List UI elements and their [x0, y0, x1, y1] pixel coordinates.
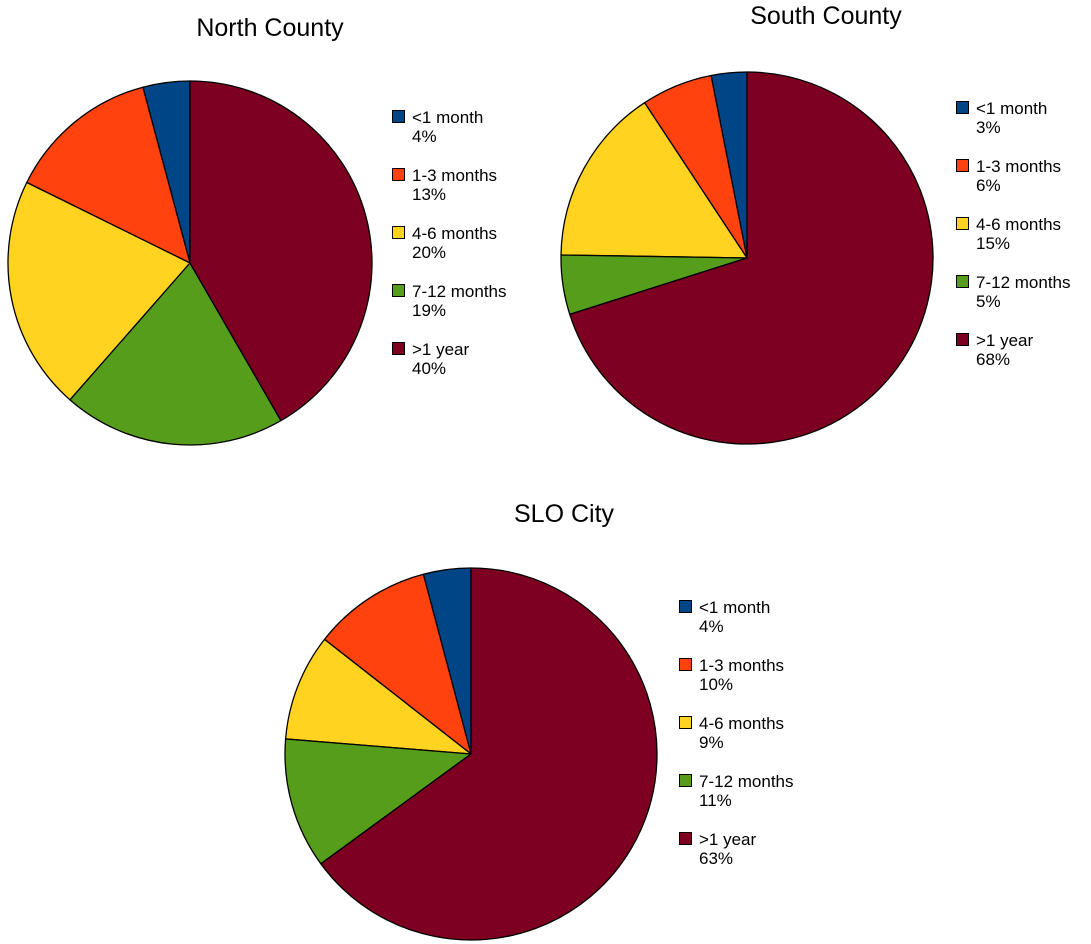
pie-north-county — [7, 80, 373, 446]
legend-swatch — [679, 832, 692, 845]
legend-value: 5% — [976, 292, 1001, 311]
legend-item: <1 month 4% — [392, 108, 507, 146]
legend-north-county: <1 month 4% 1-3 months 13% 4-6 months 20% 7… — [392, 108, 507, 398]
legend-swatch — [392, 226, 405, 239]
pie-slice-2 — [560, 102, 748, 259]
legend-item: >1 year 63% — [679, 830, 794, 868]
legend-value: 3% — [976, 118, 1001, 137]
legend-label: >1 year — [976, 331, 1034, 350]
legend-item: >1 year 40% — [392, 340, 507, 378]
legend-swatch — [956, 333, 969, 346]
legend-item: 7-12 months 19% — [392, 282, 507, 320]
legend-swatch — [392, 110, 405, 123]
legend-swatch — [679, 774, 692, 787]
legend-label: 7-12 months — [976, 273, 1071, 292]
legend-value: 13% — [412, 185, 447, 204]
pie-slo-city — [284, 567, 658, 941]
pie-slice-2 — [284, 638, 472, 755]
legend-value: 4% — [699, 617, 724, 636]
legend-swatch — [679, 716, 692, 729]
legend-label: >1 year — [699, 830, 757, 849]
legend-swatch — [956, 275, 969, 288]
legend-label: <1 month — [699, 598, 771, 617]
pie-south-county — [560, 71, 934, 445]
pie-slice-4 — [189, 80, 373, 422]
legend-swatch — [392, 284, 405, 297]
legend-value: 63% — [699, 849, 734, 868]
legend-value: 68% — [976, 350, 1011, 369]
pie-slice-4 — [569, 71, 934, 445]
legend-item: <1 month 4% — [679, 598, 794, 636]
legend-swatch — [679, 600, 692, 613]
legend-value: 11% — [699, 791, 732, 810]
chart-title: North County — [196, 14, 344, 42]
pie-slice-1 — [323, 573, 472, 755]
legend-item: 4-6 months 20% — [392, 224, 507, 262]
legend-value: 4% — [412, 127, 437, 146]
legend-south-county: <1 month 3% 1-3 months 6% 4-6 months 15% 7-… — [956, 99, 1071, 389]
legend-swatch — [956, 217, 969, 230]
legend-value: 15% — [976, 234, 1011, 253]
legend-value: 10% — [699, 675, 734, 694]
legend-value: 20% — [412, 243, 447, 262]
legend-slo-city: <1 month 4% 1-3 months 10% 4-6 months 9% 7-… — [679, 598, 794, 888]
legend-swatch — [392, 342, 405, 355]
legend-item: 4-6 months 15% — [956, 215, 1071, 253]
legend-swatch — [956, 159, 969, 172]
legend-value: 6% — [976, 176, 1001, 195]
chart-title: SLO City — [513, 500, 615, 528]
legend-swatch — [392, 168, 405, 181]
legend-swatch — [956, 101, 969, 114]
pie-slice-1 — [26, 86, 191, 264]
legend-label: 7-12 months — [699, 772, 794, 791]
legend-value: 40% — [412, 359, 447, 378]
legend-label: 4-6 months — [976, 215, 1062, 234]
legend-label: <1 month — [976, 99, 1048, 118]
legend-item: >1 year 68% — [956, 331, 1071, 369]
legend-item: 1-3 months 6% — [956, 157, 1071, 195]
legend-value: 9% — [699, 733, 724, 752]
pie-slice-3 — [284, 738, 472, 865]
pie-slice-4 — [320, 567, 658, 941]
legend-label: 1-3 months — [976, 157, 1062, 176]
legend-label: 4-6 months — [412, 224, 498, 243]
legend-label: 1-3 months — [412, 166, 498, 185]
legend-item: 4-6 months 9% — [679, 714, 794, 752]
legend-label: 1-3 months — [699, 656, 785, 675]
legend-item: 7-12 months 11% — [679, 772, 794, 810]
legend-label: >1 year — [412, 340, 470, 359]
chart-title: South County — [750, 2, 902, 30]
legend-item: <1 month 3% — [956, 99, 1071, 137]
legend-item: 1-3 months 10% — [679, 656, 794, 694]
legend-label: 7-12 months — [412, 282, 507, 301]
legend-label: <1 month — [412, 108, 484, 127]
legend-item: 1-3 months 13% — [392, 166, 507, 204]
legend-item: 7-12 months 5% — [956, 273, 1071, 311]
legend-value: 19% — [412, 301, 447, 320]
pie-slice-2 — [7, 181, 191, 401]
legend-swatch — [679, 658, 692, 671]
legend-label: 4-6 months — [699, 714, 785, 733]
pie-slice-3 — [69, 262, 282, 446]
